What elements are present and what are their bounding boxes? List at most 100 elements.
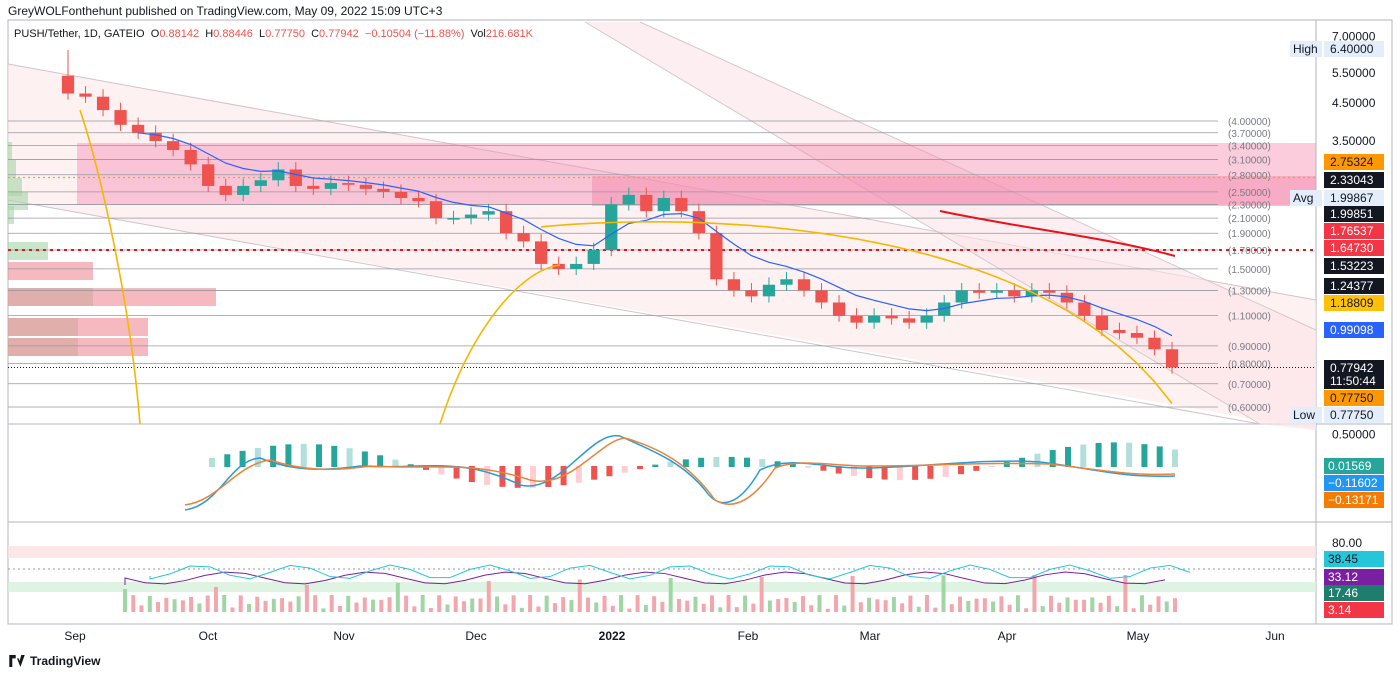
fib-label: (0.70000) bbox=[1228, 380, 1271, 391]
osc-volume-bar bbox=[428, 608, 433, 612]
osc-volume-bar bbox=[280, 598, 285, 612]
price-tag-value: 0.99098 bbox=[1330, 323, 1374, 337]
price-tag-value: 11:50:44 bbox=[1330, 374, 1376, 388]
price-tag-value: 1.99851 bbox=[1330, 207, 1374, 221]
candle-body bbox=[955, 290, 968, 303]
osc-volume-bar bbox=[1007, 604, 1012, 612]
candle-body bbox=[657, 198, 670, 212]
fib-label: (3.10000) bbox=[1228, 155, 1271, 166]
candle-body bbox=[237, 185, 250, 195]
osc-volume-bar bbox=[767, 600, 772, 612]
macd-histogram-bar bbox=[805, 466, 812, 468]
osc-volume-bar bbox=[569, 600, 574, 612]
osc-volume-bar bbox=[643, 605, 648, 612]
price-tag-bg bbox=[1324, 41, 1384, 57]
candle-body bbox=[1078, 302, 1091, 316]
macd-histogram-bar bbox=[820, 466, 827, 471]
footer-brand: TradingView bbox=[30, 654, 101, 668]
candle-body bbox=[79, 93, 92, 97]
osc-volume-bar bbox=[800, 596, 805, 612]
macd-histogram-bar bbox=[896, 466, 903, 481]
fib-label: (1.90000) bbox=[1228, 229, 1271, 240]
macd-histogram-bar bbox=[682, 459, 689, 467]
osc-volume-bar bbox=[1156, 596, 1161, 612]
candle-body bbox=[464, 214, 478, 219]
time-tick: Jun bbox=[1265, 629, 1284, 643]
candle-body bbox=[1043, 290, 1056, 293]
osc-volume-bar bbox=[999, 596, 1004, 612]
osc-value-tag bbox=[1324, 569, 1384, 585]
tradingview-footer: TradingView bbox=[8, 654, 100, 668]
osc-volume-bar bbox=[883, 600, 888, 612]
osc-volume-bar bbox=[1173, 598, 1177, 612]
candle-body bbox=[535, 241, 548, 264]
chart-canvas[interactable]: (4.00000)(3.70000) (3.40000) (3.10000) (2.8… bbox=[0, 0, 1400, 650]
price-tag-label: Avg bbox=[1293, 191, 1313, 205]
price-tag-value: 1.53223 bbox=[1330, 259, 1374, 273]
candle-body bbox=[1095, 315, 1109, 330]
candle-body bbox=[219, 185, 232, 195]
red-ma-line bbox=[939, 210, 1176, 257]
price-tag-bg bbox=[1324, 190, 1384, 206]
macd-value-text: 0.01569 bbox=[1328, 459, 1372, 473]
price-tag-bg bbox=[1324, 206, 1384, 222]
macd-histogram-bar bbox=[361, 451, 368, 467]
macd-histogram-bar bbox=[835, 466, 842, 474]
price-tag-label-bg bbox=[1290, 190, 1322, 206]
osc-volume-bar bbox=[1148, 604, 1153, 612]
osc-volume-bar bbox=[759, 576, 764, 612]
macd-histogram-bar bbox=[958, 466, 964, 475]
fib-label: (2.30000) bbox=[1228, 200, 1271, 211]
osc-volume-bar bbox=[247, 603, 252, 612]
price-tag-value: 1.64730 bbox=[1330, 241, 1374, 255]
legend-high-label: H bbox=[205, 28, 214, 40]
candle-body bbox=[973, 290, 986, 293]
fib-label: (1.70000) bbox=[1228, 246, 1271, 257]
candle-body bbox=[429, 201, 443, 219]
osc-volume-bar bbox=[710, 595, 715, 612]
macd-histogram-bar bbox=[728, 456, 735, 467]
price-tag-bg bbox=[1324, 278, 1384, 294]
price-tag-bg bbox=[1324, 322, 1384, 338]
osc-volume-bar bbox=[371, 599, 376, 612]
macd-histogram-bar bbox=[713, 456, 720, 467]
price-tick: 3.50000 bbox=[1332, 134, 1376, 148]
osc-volume-bar bbox=[213, 586, 218, 612]
osc-tick: 80.00 bbox=[1332, 536, 1362, 550]
osc-volume-bar bbox=[437, 595, 442, 612]
macd-histogram-bar bbox=[652, 464, 659, 467]
macd-histogram-bar bbox=[621, 466, 628, 473]
macd-histogram-bar bbox=[1003, 461, 1010, 467]
fib-label: (3.70000) bbox=[1228, 129, 1271, 140]
macd-histogram-bar bbox=[942, 466, 949, 477]
candle-body bbox=[1008, 290, 1021, 297]
candle-body bbox=[710, 233, 723, 280]
macd-histogram-bar bbox=[1095, 442, 1102, 467]
macd-histogram-bar bbox=[1141, 444, 1148, 467]
osc-volume-bar bbox=[189, 596, 194, 612]
candle-body bbox=[622, 194, 635, 205]
price-tag-value: 1.18809 bbox=[1330, 296, 1374, 310]
osc-volume-bar bbox=[172, 599, 177, 612]
osc-volume-bar bbox=[362, 597, 367, 612]
candle-body bbox=[727, 279, 741, 291]
price-tag-bg bbox=[1324, 258, 1384, 274]
osc-volume-bar bbox=[511, 595, 516, 612]
osc-volume-bar bbox=[776, 599, 781, 612]
osc-volume-bar bbox=[792, 601, 797, 612]
osc-volume-bar bbox=[519, 607, 524, 612]
osc-value-text: 38.45 bbox=[1328, 552, 1358, 566]
macd-value-tag bbox=[1324, 475, 1384, 491]
price-tag-value: 0.77750 bbox=[1330, 408, 1374, 422]
osc-volume-bar bbox=[619, 595, 624, 612]
fib-label: (0.90000) bbox=[1228, 342, 1271, 353]
candle-body bbox=[920, 315, 933, 323]
macd-histogram-bar bbox=[591, 466, 598, 480]
osc-volume-bar bbox=[743, 595, 748, 612]
macd-histogram-bar bbox=[698, 457, 705, 467]
osc-volume-bar bbox=[1015, 595, 1020, 612]
price-tag-value: 2.75324 bbox=[1330, 155, 1374, 169]
osc-volume-bar bbox=[867, 597, 872, 612]
osc-volume-bar bbox=[123, 589, 127, 612]
osc-volume-bar bbox=[354, 602, 359, 612]
